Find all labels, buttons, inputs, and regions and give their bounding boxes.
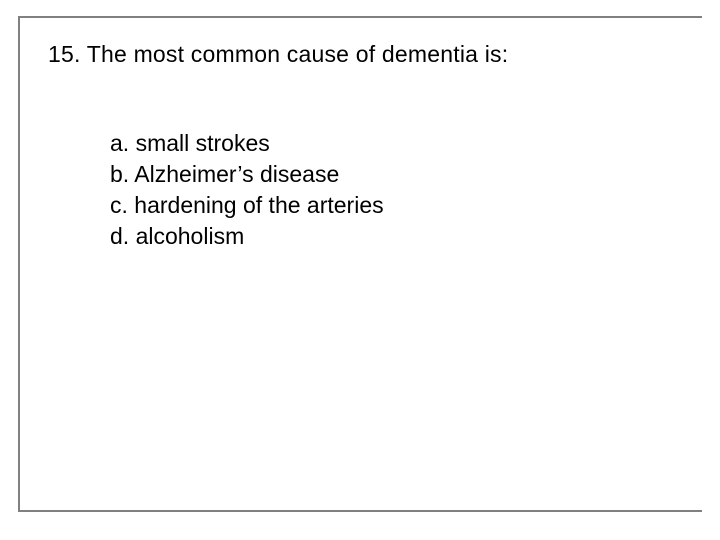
frame-border-bottom <box>18 510 702 512</box>
options-list: a. small strokes b. Alzheimer’s disease … <box>110 128 384 252</box>
frame-border-left <box>18 16 20 512</box>
option-a: a. small strokes <box>110 128 384 159</box>
option-b: b. Alzheimer’s disease <box>110 159 384 190</box>
option-c: c. hardening of the arteries <box>110 190 384 221</box>
question-text: 15. The most common cause of dementia is… <box>48 40 508 70</box>
slide-container: 15. The most common cause of dementia is… <box>0 0 720 540</box>
frame-border-top <box>18 16 702 18</box>
option-d: d. alcoholism <box>110 221 384 252</box>
